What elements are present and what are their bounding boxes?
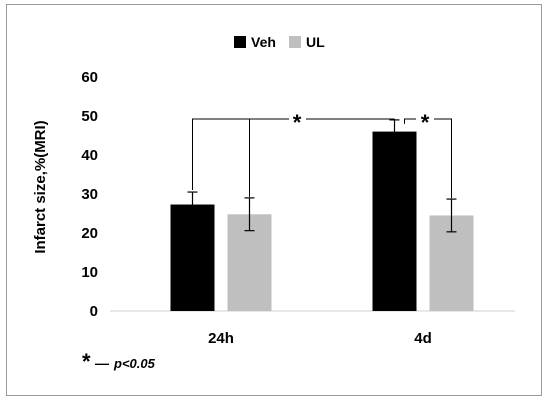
bar-veh-4d (372, 131, 417, 311)
y-axis-label: Infarct size,%(MRI) (32, 120, 49, 253)
y-tick-label: 30 (81, 186, 98, 203)
y-tick-label: 20 (81, 225, 98, 242)
y-tick-label: 40 (81, 147, 98, 164)
sig-star-veh: * (293, 110, 302, 135)
sig-bracket-veh-24h-4d-left (192, 118, 289, 191)
x-tick-labels: 24h 4d (208, 330, 432, 347)
sig-bracket-4d-left (404, 118, 416, 124)
bar-veh-24h (170, 204, 215, 311)
y-tick-labels: 0 10 20 30 40 50 60 (81, 69, 98, 320)
x-tick-label-24h: 24h (208, 330, 234, 347)
bars (170, 131, 474, 311)
bar-chart: Veh UL Infarct size,%(MRI) 0 10 20 30 40 50 60… (32, 34, 515, 374)
y-tick-label: 50 (81, 108, 98, 125)
footnote-star: * (82, 349, 91, 374)
footnote-text: p<0.05 (113, 356, 156, 371)
error-bars (187, 119, 457, 233)
legend-label-veh: Veh (251, 34, 276, 50)
y-tick-label: 60 (81, 69, 98, 86)
legend-swatch-veh (234, 36, 246, 48)
chart-frame: Veh UL Infarct size,%(MRI) 0 10 20 30 40 50 60… (6, 4, 542, 396)
sig-bracket-4d-right (434, 118, 452, 199)
legend-swatch-ul (289, 36, 301, 48)
x-tick-label-4d: 4d (414, 330, 432, 347)
legend: Veh UL (234, 34, 325, 50)
footnote-dash: — (95, 355, 109, 371)
footnote: * — p<0.05 (82, 349, 156, 374)
sig-star-4d: * (421, 110, 430, 135)
y-tick-label: 10 (81, 264, 98, 281)
significance-brackets: * * (192, 110, 452, 199)
y-tick-label: 0 (90, 303, 98, 320)
legend-label-ul: UL (306, 34, 325, 50)
